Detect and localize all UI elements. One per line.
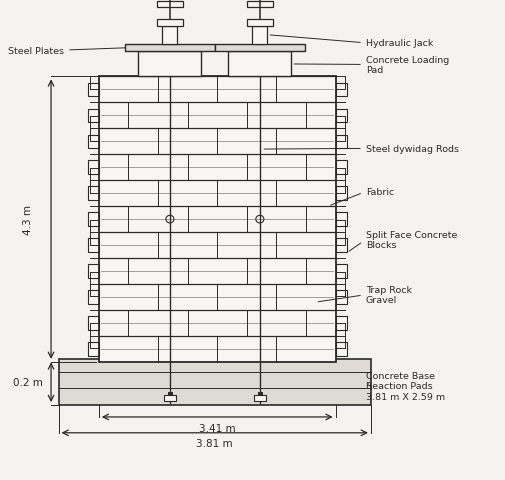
Bar [99,181,336,207]
Bar [88,316,99,330]
Bar [336,213,346,227]
Bar [336,109,346,123]
Bar [99,284,336,310]
Text: 4.3 m: 4.3 m [23,204,33,235]
Bar [336,290,346,304]
Bar [336,161,346,175]
Bar [157,20,183,26]
Text: Fabric: Fabric [331,188,394,206]
Bar [88,342,99,356]
Bar [99,336,336,362]
Text: Load Cell: Load Cell [0,479,1,480]
Bar [99,77,336,103]
Bar [99,155,336,181]
Bar [252,26,268,45]
Bar [336,239,346,252]
Text: 3.41 m: 3.41 m [199,422,235,432]
Bar [88,264,99,278]
Bar [99,207,336,233]
Bar [215,45,305,52]
Bar [247,20,273,26]
Bar [99,310,336,336]
Text: Steel Plates: Steel Plates [8,47,127,55]
Bar [99,233,336,259]
Bar [138,52,201,77]
Bar [88,290,99,304]
Bar [228,52,291,77]
Text: Steel dywidag Rods: Steel dywidag Rods [264,144,459,154]
Bar [164,396,176,401]
Bar [99,259,336,284]
Bar [336,316,346,330]
Text: Concrete Loading
Pad: Concrete Loading Pad [294,56,449,75]
Bar [336,342,346,356]
Bar [88,187,99,201]
Bar [336,187,346,201]
Bar [336,84,346,97]
Bar [162,26,177,45]
Bar [157,1,183,8]
Bar [99,103,336,129]
Bar [88,109,99,123]
Bar [88,239,99,252]
Text: 0.2 m: 0.2 m [14,377,43,387]
Bar [99,129,336,155]
Text: Hydraulic Jack: Hydraulic Jack [270,36,433,48]
Bar [99,77,336,362]
Bar [258,392,262,396]
Bar [247,1,273,8]
Bar [88,161,99,175]
Text: 3.81 m: 3.81 m [196,438,233,448]
Bar [125,45,215,52]
Text: Trap Rock
Gravel: Trap Rock Gravel [318,286,412,305]
Bar [88,84,99,97]
Bar [88,213,99,227]
Text: Split Face Concrete
Blocks: Split Face Concrete Blocks [349,230,457,252]
Bar [88,135,99,149]
Bar [336,264,346,278]
Bar [59,360,371,405]
Bar [336,135,346,149]
Text: Concrete Base
Reaction Pads
3.81 m X 2.59 m: Concrete Base Reaction Pads 3.81 m X 2.5… [366,371,445,401]
Bar [254,396,266,401]
Bar [168,392,172,396]
